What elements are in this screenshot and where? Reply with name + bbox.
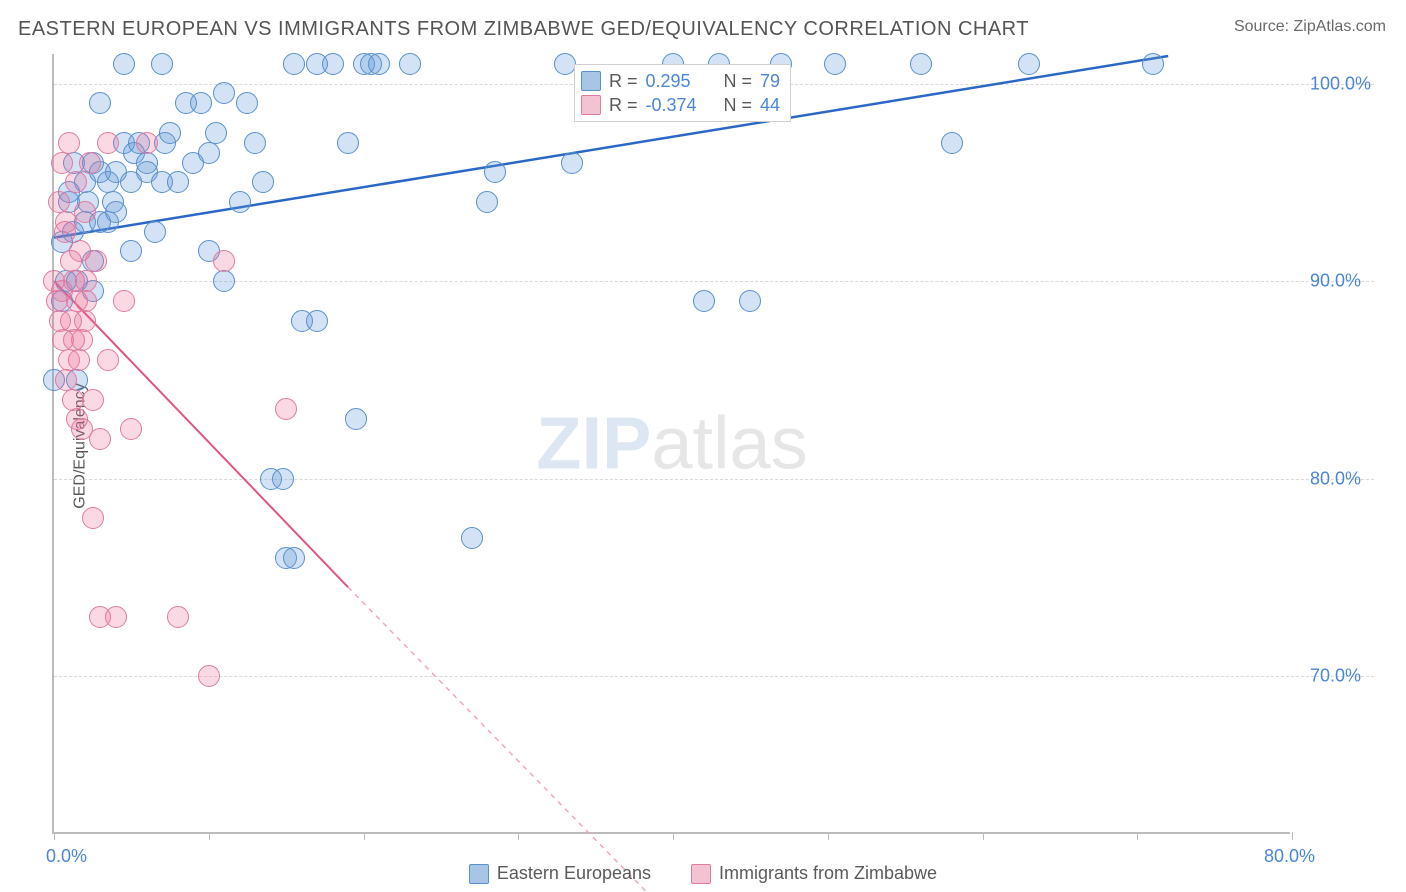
scatter-point — [554, 53, 576, 75]
scatter-point — [1018, 53, 1040, 75]
chart-title: EASTERN EUROPEAN VS IMMIGRANTS FROM ZIMB… — [18, 18, 1029, 41]
scatter-point — [229, 191, 251, 213]
scatter-point — [105, 201, 127, 223]
scatter-point — [51, 152, 73, 174]
y-tick-label: 90.0% — [1310, 271, 1361, 292]
scatter-point — [213, 270, 235, 292]
scatter-point — [159, 122, 181, 144]
legend-label: Immigrants from Zimbabwe — [719, 863, 937, 884]
trendlines-svg — [54, 54, 1292, 834]
scatter-point — [213, 82, 235, 104]
scatter-point — [68, 349, 90, 371]
stats-r-value: 0.295 — [646, 71, 716, 92]
scatter-point — [113, 53, 135, 75]
legend-swatch — [469, 864, 489, 884]
scatter-point — [399, 53, 421, 75]
scatter-point — [105, 606, 127, 628]
scatter-point — [75, 290, 97, 312]
scatter-point — [461, 527, 483, 549]
source-label: Source: ZipAtlas.com — [1234, 18, 1386, 36]
scatter-point — [82, 507, 104, 529]
scatter-point — [190, 92, 212, 114]
scatter-point — [167, 171, 189, 193]
scatter-point — [252, 171, 274, 193]
scatter-point — [55, 369, 77, 391]
scatter-point — [58, 132, 80, 154]
scatter-point — [136, 132, 158, 154]
stats-r-value: -0.374 — [646, 95, 716, 116]
scatter-point — [151, 53, 173, 75]
scatter-point — [198, 142, 220, 164]
scatter-point — [97, 349, 119, 371]
scatter-point — [120, 418, 142, 440]
legend-swatch — [581, 95, 601, 115]
scatter-point — [824, 53, 846, 75]
scatter-point — [120, 240, 142, 262]
scatter-point — [71, 329, 93, 351]
scatter-point — [739, 290, 761, 312]
scatter-point — [910, 53, 932, 75]
scatter-point — [476, 191, 498, 213]
scatter-point — [322, 53, 344, 75]
scatter-point — [213, 250, 235, 272]
stats-n-label: N = — [724, 71, 753, 92]
scatter-point — [97, 132, 119, 154]
scatter-point — [74, 201, 96, 223]
scatter-point — [75, 270, 97, 292]
scatter-plot: ZIPatlas R = 0.295N = 79R = -0.374N = 44 — [52, 54, 1290, 834]
scatter-point — [283, 547, 305, 569]
scatter-point — [79, 152, 101, 174]
stats-legend-row: R = -0.374 N = 44 — [581, 93, 780, 117]
scatter-point — [337, 132, 359, 154]
x-tick-mark — [1292, 832, 1293, 840]
y-tick-label: 70.0% — [1310, 666, 1361, 687]
scatter-point — [368, 53, 390, 75]
trendline — [348, 587, 658, 892]
bottom-legend: Eastern Europeans Immigrants from Zimbabw… — [0, 863, 1406, 884]
legend-swatch — [581, 71, 601, 91]
stats-n-value: 44 — [760, 95, 780, 116]
scatter-point — [82, 389, 104, 411]
legend-label: Eastern Europeans — [497, 863, 651, 884]
stats-r-label: R = — [609, 95, 638, 116]
legend-item: Eastern Europeans — [469, 863, 651, 884]
scatter-point — [48, 191, 70, 213]
y-tick-label: 100.0% — [1310, 73, 1371, 94]
scatter-point — [1142, 53, 1164, 75]
scatter-point — [484, 161, 506, 183]
scatter-point — [275, 398, 297, 420]
scatter-point — [74, 310, 96, 332]
stats-r-label: R = — [609, 71, 638, 92]
x-tick-label: 80.0% — [1264, 846, 1315, 867]
scatter-point — [89, 92, 111, 114]
scatter-point — [85, 250, 107, 272]
scatter-point — [113, 290, 135, 312]
scatter-point — [65, 171, 87, 193]
scatter-point — [693, 290, 715, 312]
scatter-point — [205, 122, 227, 144]
scatter-point — [272, 468, 294, 490]
scatter-point — [144, 221, 166, 243]
stats-legend: R = 0.295 N = 79 R = -0.374 N = 44 — [574, 64, 791, 122]
legend-item: Immigrants from Zimbabwe — [691, 863, 937, 884]
x-tick-label: 0.0% — [46, 846, 87, 867]
scatter-point — [89, 428, 111, 450]
scatter-point — [198, 665, 220, 687]
stats-legend-row: R = 0.295 N = 79 — [581, 69, 780, 93]
scatter-point — [62, 389, 84, 411]
legend-swatch — [691, 864, 711, 884]
scatter-point — [941, 132, 963, 154]
scatter-point — [306, 310, 328, 332]
scatter-point — [236, 92, 258, 114]
y-tick-label: 80.0% — [1310, 468, 1361, 489]
scatter-point — [345, 408, 367, 430]
scatter-point — [561, 152, 583, 174]
scatter-point — [167, 606, 189, 628]
stats-n-value: 79 — [760, 71, 780, 92]
scatter-point — [283, 53, 305, 75]
stats-n-label: N = — [724, 95, 753, 116]
scatter-point — [244, 132, 266, 154]
